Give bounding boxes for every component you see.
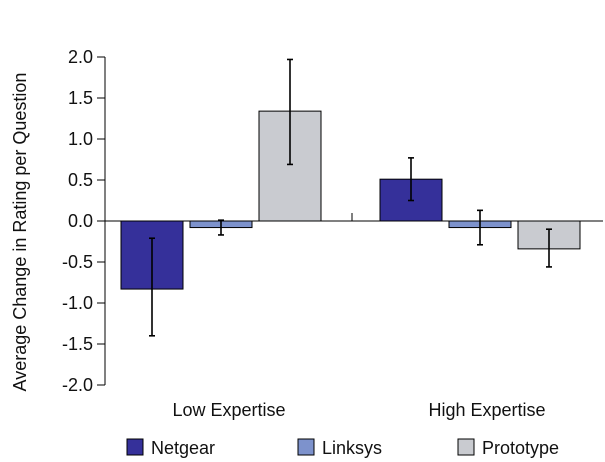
y-ticks: 2.0 1.5 1.0 0.5 0.0 -0.5 -1.0 -1.5 -2.0	[62, 47, 105, 395]
legend-swatch-netgear	[126, 438, 144, 456]
legend-swatch-linksys	[297, 438, 315, 456]
axes	[104, 57, 603, 385]
y-tick-label: -2.0	[62, 375, 93, 395]
y-tick-label: 0.5	[68, 170, 93, 190]
category-labels: Low Expertise High Expertise	[172, 400, 545, 420]
y-tick-label: 1.0	[68, 129, 93, 149]
y-tick-label: -0.5	[62, 252, 93, 272]
y-tick-label: 0.0	[68, 211, 93, 231]
legend-label-prototype: Prototype	[482, 438, 559, 458]
category-label: High Expertise	[428, 400, 545, 420]
y-tick-label: 1.5	[68, 88, 93, 108]
y-tick-label: 2.0	[68, 47, 93, 67]
category-label: Low Expertise	[172, 400, 285, 420]
legend-swatch-prototype	[457, 438, 475, 456]
y-axis-label: Average Change in Rating per Question	[10, 73, 30, 392]
legend: Netgear Linksys Prototype	[126, 438, 559, 458]
error-bars	[149, 58, 552, 337]
legend-label-netgear: Netgear	[151, 438, 215, 458]
legend-label-linksys: Linksys	[322, 438, 382, 458]
y-tick-label: -1.0	[62, 293, 93, 313]
bars	[120, 110, 581, 290]
y-tick-label: -1.5	[62, 334, 93, 354]
